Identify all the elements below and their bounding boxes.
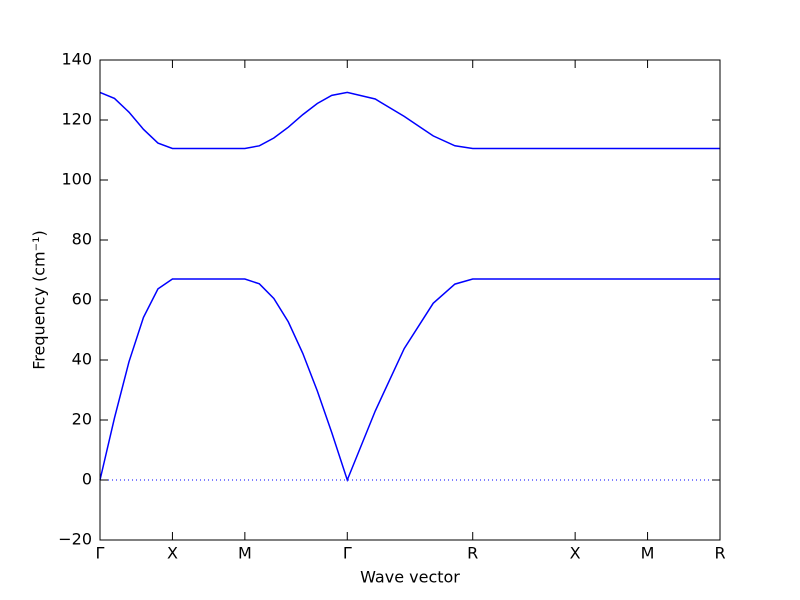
x-tick-label: M xyxy=(641,544,655,563)
y-tick-label: 60 xyxy=(72,290,92,309)
y-tick-label: 140 xyxy=(61,50,92,69)
y-tick-label: 0 xyxy=(82,470,92,489)
y-tick-label: 40 xyxy=(72,350,92,369)
y-tick-label: −20 xyxy=(58,530,92,549)
x-tick-label: X xyxy=(570,544,581,563)
band-line xyxy=(99,278,720,483)
y-axis-label: Frequency (cm⁻¹) xyxy=(30,230,49,369)
y-tick-label: 20 xyxy=(72,410,92,429)
y-tick-label: 100 xyxy=(61,170,92,189)
x-tick-label: M xyxy=(238,544,252,563)
y-tick-label: 120 xyxy=(61,110,92,129)
x-tick-label: R xyxy=(714,544,725,563)
x-axis-label: Wave vector xyxy=(360,568,460,587)
x-tick-label: X xyxy=(167,544,178,563)
band-line xyxy=(99,91,720,150)
x-tick-label: R xyxy=(467,544,478,563)
y-tick-label: 80 xyxy=(72,230,92,249)
x-tick-label: Γ xyxy=(343,544,352,563)
x-tick-label: Γ xyxy=(96,544,105,563)
